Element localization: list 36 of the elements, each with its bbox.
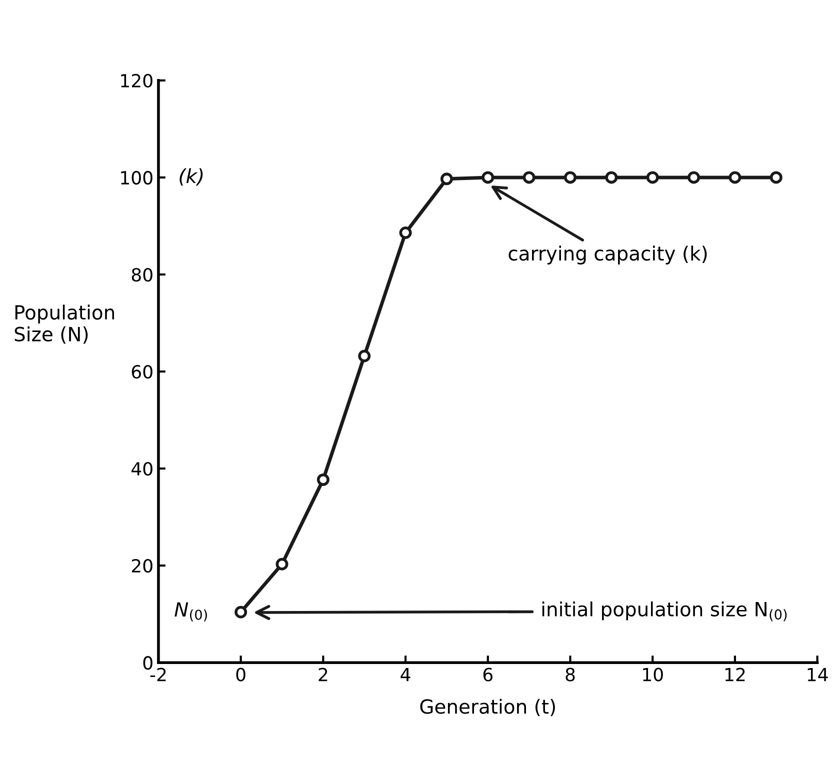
point xyxy=(399,226,412,240)
x-tick-label: 14 xyxy=(808,668,828,682)
annotation: initial population size N$_{(0)}$ xyxy=(542,601,787,622)
point xyxy=(234,606,248,618)
y-tick-label: 20 xyxy=(132,559,152,573)
x-axis-title: Generation (t) xyxy=(420,698,555,716)
point xyxy=(316,473,330,486)
point xyxy=(564,171,576,184)
annotation: (k) xyxy=(180,168,203,186)
x-tick-label: 10 xyxy=(643,668,663,682)
annotation: N$_{(0)}$ xyxy=(174,602,207,622)
x-tick-label: 0 xyxy=(236,668,246,682)
x-tick-label: 6 xyxy=(483,668,492,682)
point xyxy=(440,172,453,186)
point xyxy=(728,171,742,184)
point xyxy=(522,171,536,184)
x-tick-label: 4 xyxy=(400,668,410,682)
point xyxy=(770,171,782,184)
point xyxy=(276,558,288,570)
x-tick-label: 12 xyxy=(725,668,745,682)
point xyxy=(646,171,659,184)
y-tick-label: 120 xyxy=(121,74,152,88)
x-tick-label: 2 xyxy=(318,668,328,682)
y-axis-title: Population Size (N) xyxy=(14,304,114,344)
x-tick-label: -2 xyxy=(150,668,166,682)
y-tick-label: 80 xyxy=(132,268,152,282)
point xyxy=(358,350,371,362)
y-tick-label: 40 xyxy=(132,462,152,476)
y-tick-label: 60 xyxy=(132,364,152,379)
annotation: carrying capacity (k) xyxy=(508,246,707,264)
y-tick-label: 100 xyxy=(121,170,152,185)
point xyxy=(482,171,494,184)
point xyxy=(605,171,618,184)
x-tick-label: 8 xyxy=(566,668,575,682)
y-tick-label: 0 xyxy=(143,656,152,670)
point xyxy=(688,171,700,184)
